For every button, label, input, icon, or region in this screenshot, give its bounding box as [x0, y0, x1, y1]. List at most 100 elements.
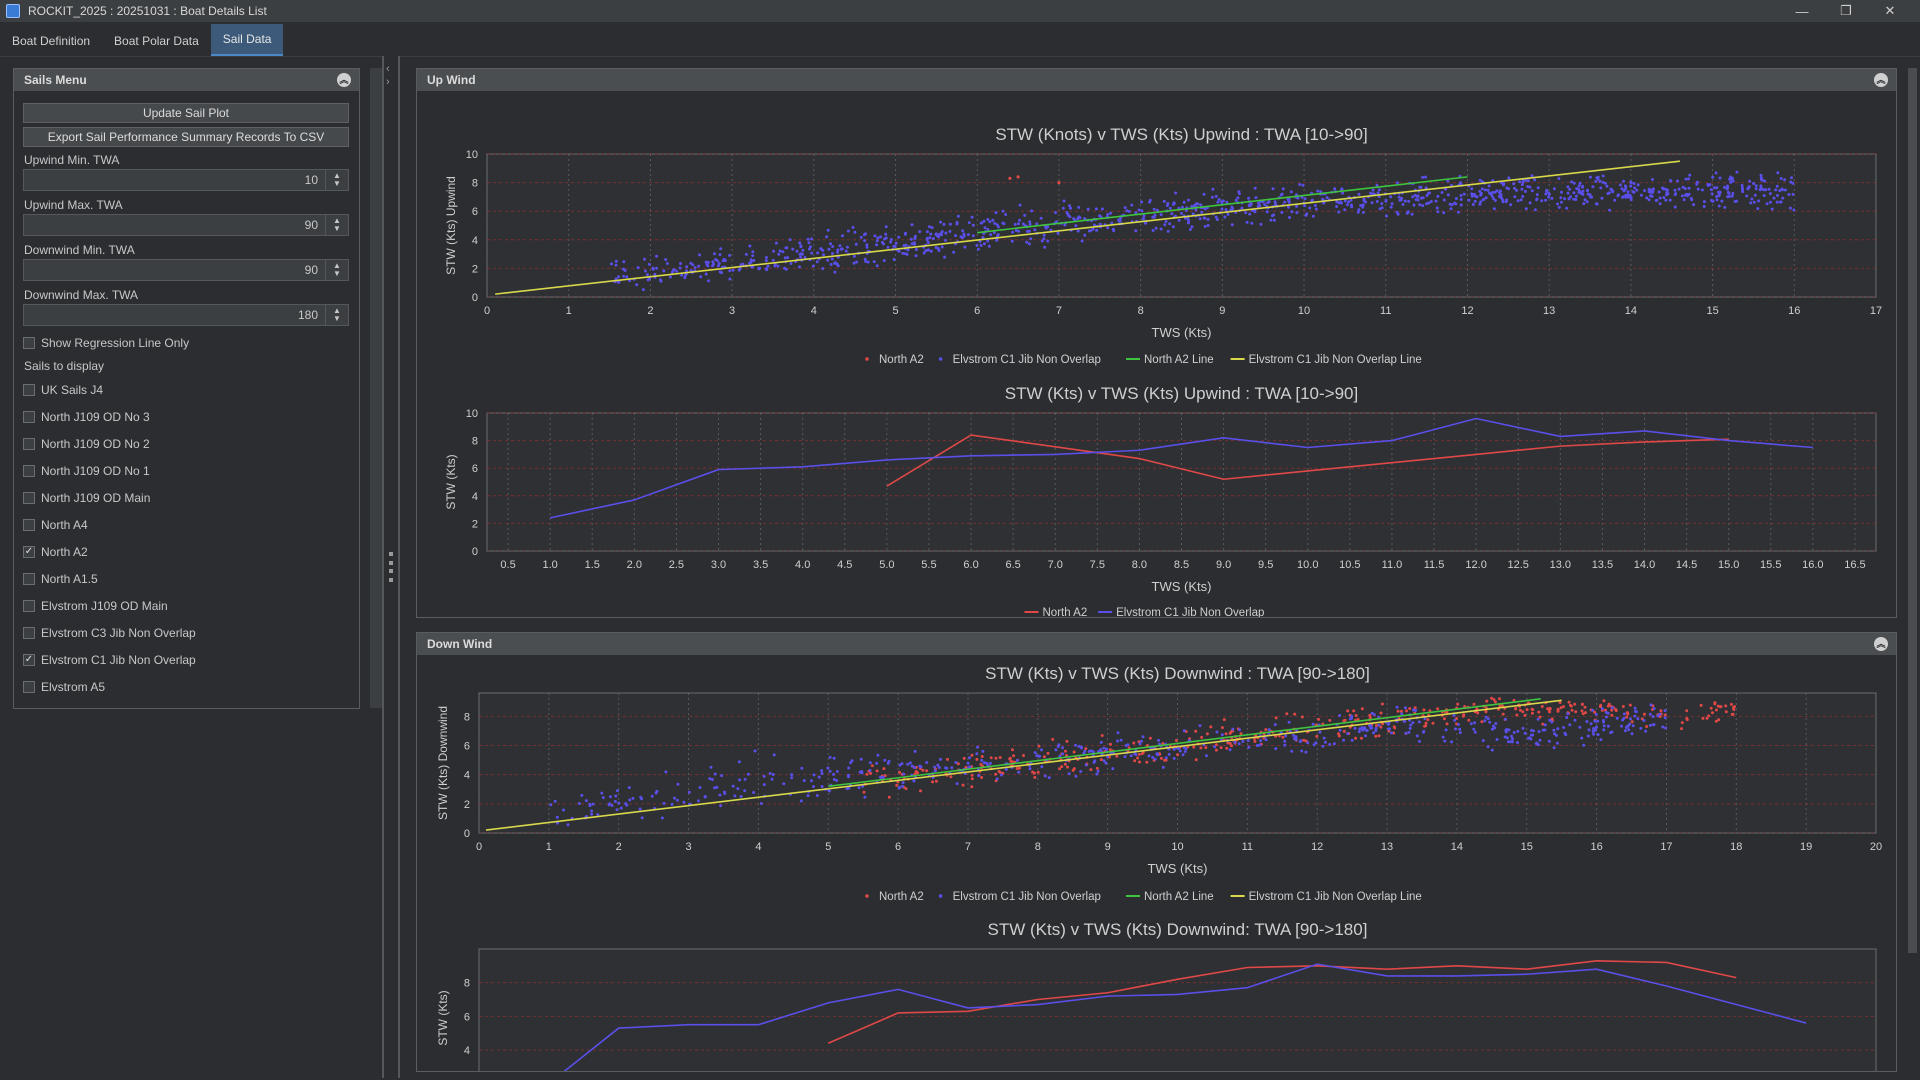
- spin-arrows-icon[interactable]: ▲ ▼: [325, 215, 348, 235]
- data-point: [882, 767, 886, 771]
- tab-boat-polar-data[interactable]: Boat Polar Data: [114, 34, 199, 48]
- downwind-max-twa-spinbox[interactable]: 180 ▲ ▼: [23, 304, 349, 326]
- data-point: [1084, 763, 1088, 767]
- checkbox-box[interactable]: [23, 519, 35, 531]
- collapse-sails-menu-icon[interactable]: ︽: [337, 73, 351, 87]
- data-point: [617, 275, 620, 279]
- checkbox-box[interactable]: [23, 627, 35, 639]
- data-point: [1593, 719, 1597, 723]
- sail-checkbox-2[interactable]: North J109 OD No 2: [23, 437, 150, 451]
- x-tick-label: 16: [1590, 841, 1602, 853]
- data-point: [1690, 198, 1694, 202]
- checkmark-icon[interactable]: ✓: [23, 546, 35, 558]
- show-regression-line-only-checkbox[interactable]: Show Regression Line Only: [23, 336, 189, 350]
- left-panel-scrollbar[interactable]: [370, 68, 382, 708]
- data-point: [1574, 194, 1578, 198]
- data-point: [601, 796, 605, 800]
- sail-checkbox-5[interactable]: North A4: [23, 518, 88, 532]
- checkbox-box[interactable]: [23, 465, 35, 477]
- checkbox-box[interactable]: [23, 573, 35, 585]
- data-point: [1569, 195, 1573, 199]
- downwind-min-twa-spinbox[interactable]: 90 ▲ ▼: [23, 259, 349, 281]
- data-point: [1040, 765, 1044, 769]
- spin-arrows-icon[interactable]: ▲ ▼: [325, 305, 348, 325]
- checkbox-box[interactable]: [23, 600, 35, 612]
- data-point: [1651, 189, 1655, 193]
- data-point: [1685, 717, 1689, 720]
- sail-checkbox-8[interactable]: Elvstrom J109 OD Main: [23, 599, 168, 613]
- plot-area: [486, 153, 1877, 298]
- data-point: [1506, 740, 1510, 744]
- data-point: [1620, 187, 1624, 191]
- chevron-left-icon[interactable]: ‹: [386, 63, 390, 75]
- sail-checkbox-9[interactable]: Elvstrom C3 Jib Non Overlap: [23, 626, 196, 640]
- spin-arrows-icon[interactable]: ▲ ▼: [325, 260, 348, 280]
- sail-checkbox-10[interactable]: ✓ Elvstrom C1 Jib Non Overlap: [23, 653, 196, 667]
- upwind-min-twa-spinbox[interactable]: 10 ▲ ▼: [23, 169, 349, 191]
- data-point: [1408, 727, 1412, 730]
- sail-checkbox-1[interactable]: North J109 OD No 3: [23, 410, 150, 424]
- data-point: [1424, 721, 1428, 725]
- data-point: [1375, 200, 1379, 203]
- data-point: [1341, 191, 1345, 195]
- spin-arrows-icon[interactable]: ▲ ▼: [325, 170, 348, 190]
- data-point: [1471, 203, 1475, 206]
- data-point: [1424, 724, 1428, 728]
- data-point: [1493, 199, 1497, 202]
- restore-button[interactable]: ❐: [1840, 3, 1852, 18]
- checkbox-box[interactable]: [23, 384, 35, 396]
- close-button[interactable]: ✕: [1884, 3, 1896, 18]
- data-point: [1595, 202, 1599, 206]
- data-point: [1411, 721, 1415, 725]
- data-point: [1119, 216, 1123, 220]
- data-point: [1350, 716, 1354, 720]
- sail-checkbox-6[interactable]: ✓ North A2: [23, 545, 88, 559]
- checkbox-box[interactable]: [23, 681, 35, 693]
- data-point: [1364, 728, 1368, 732]
- panel-splitter[interactable]: ‹ ›: [382, 56, 400, 1078]
- checkbox-box[interactable]: [23, 492, 35, 504]
- export-csv-button[interactable]: Export Sail Performance Summary Records …: [23, 127, 349, 147]
- data-point: [930, 226, 934, 230]
- legend-label: North A2: [879, 354, 924, 366]
- data-point: [1188, 228, 1192, 231]
- data-point: [986, 227, 990, 231]
- checkbox-box[interactable]: [23, 411, 35, 423]
- data-point: [1476, 711, 1480, 715]
- data-point: [1332, 742, 1336, 746]
- collapse-downwind-icon[interactable]: ︽: [1874, 637, 1888, 651]
- data-point: [991, 218, 995, 222]
- data-point: [963, 245, 967, 249]
- update-sail-plot-button[interactable]: Update Sail Plot: [23, 103, 349, 123]
- tab-sail-data[interactable]: Sail Data: [210, 24, 284, 56]
- data-point: [615, 808, 619, 812]
- sail-checkbox-11[interactable]: Elvstrom A5: [23, 680, 105, 694]
- sail-checkbox-0[interactable]: UK Sails J4: [23, 383, 103, 397]
- checkbox-box[interactable]: [23, 438, 35, 450]
- sail-checkbox-7[interactable]: North A1.5: [23, 572, 98, 586]
- data-point: [1470, 187, 1474, 191]
- upwind-max-twa-spinbox[interactable]: 90 ▲ ▼: [23, 214, 349, 236]
- x-tick-label: 11: [1380, 305, 1391, 317]
- data-point: [1245, 220, 1249, 224]
- data-point: [1423, 717, 1427, 721]
- data-point: [1125, 209, 1129, 213]
- right-scrollbar[interactable]: [1906, 68, 1918, 1078]
- data-point: [1749, 201, 1753, 205]
- tab-boat-definition[interactable]: Boat Definition: [12, 34, 91, 48]
- collapse-upwind-icon[interactable]: ︽: [1874, 73, 1888, 87]
- right-scrollbar-thumb[interactable]: [1908, 68, 1917, 953]
- y-tick-label: 0: [472, 546, 478, 558]
- data-point: [994, 211, 998, 215]
- data-point: [1187, 218, 1190, 222]
- checkbox-box[interactable]: [23, 337, 35, 349]
- data-point: [1614, 707, 1618, 711]
- splitter-grip-icon[interactable]: [389, 552, 393, 582]
- minimize-button[interactable]: —: [1795, 3, 1809, 19]
- data-point: [832, 778, 836, 781]
- chevron-right-icon[interactable]: ›: [386, 76, 390, 88]
- sail-checkbox-4[interactable]: North J109 OD Main: [23, 491, 150, 505]
- checkmark-icon[interactable]: ✓: [23, 654, 35, 666]
- sail-checkbox-3[interactable]: North J109 OD No 1: [23, 464, 150, 478]
- data-point: [1790, 176, 1793, 180]
